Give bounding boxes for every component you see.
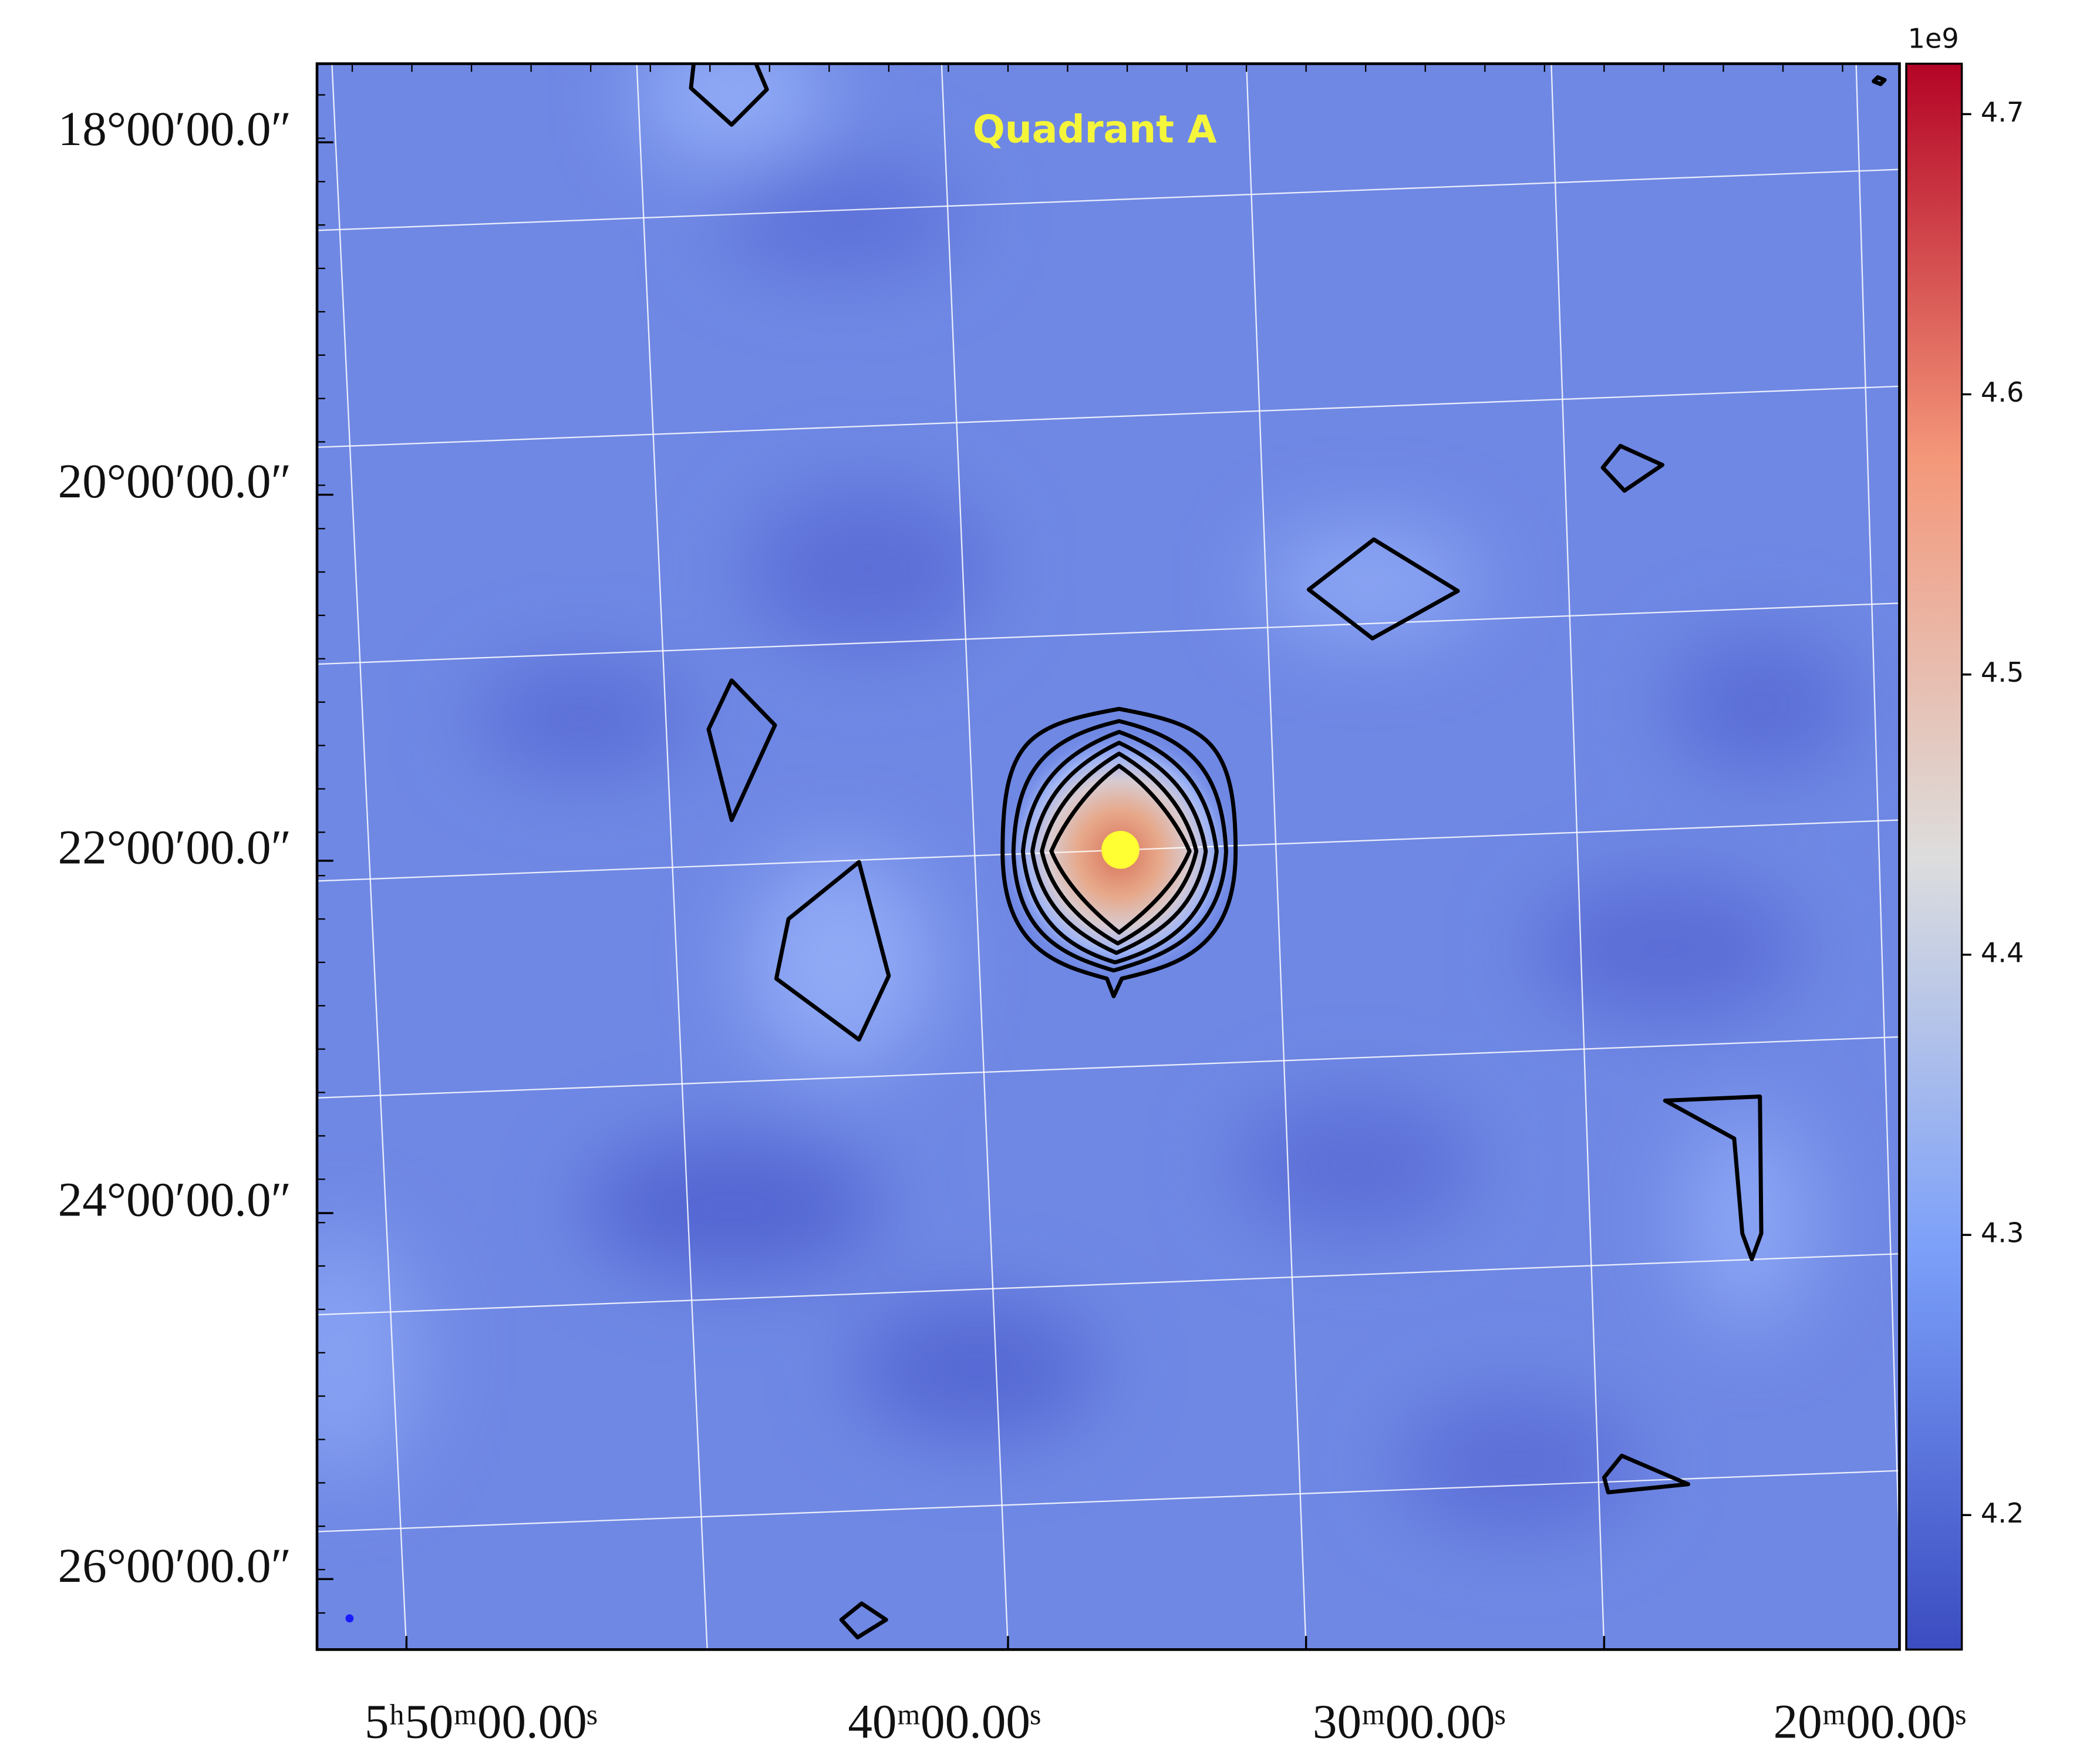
beam-marker [345,1614,354,1623]
plot-frame [315,62,1901,1651]
y-tick-label: 24°00′00.0″ [58,1173,291,1227]
colorbar-tick-label: 4.7 [1981,96,2024,128]
contours [689,63,1887,1640]
x-tick-label: 20ᵐ00.00ˢ [1774,1694,1966,1748]
colorbar-tick-label: 4.5 [1981,656,2024,688]
quadrant-label: Quadrant A [973,107,1217,151]
colorbar-tick-label: 4.3 [1981,1217,2024,1249]
grid [317,63,1900,1650]
colorbar-tick-label: 4.6 [1981,376,2024,408]
x-tick-label: 5ʰ50ᵐ00.00ˢ [365,1694,597,1748]
colorbar-offset: 1e9 [1908,23,1959,55]
y-tick-label: 20°00′00.0″ [58,454,291,508]
image: Quadrant A [317,63,1900,1650]
source-marker [1101,831,1140,869]
image-texture [317,63,1856,1532]
y-tick-label: 18°00′00.0″ [58,102,291,156]
colorbar [1905,62,1963,1651]
colorbar-tick-label: 4.4 [1981,937,2024,968]
x-tick-label: 30ᵐ00.00ˢ [1313,1694,1505,1748]
y-tick-label: 22°00′00.0″ [58,820,291,874]
colorbar-tick-label: 4.2 [1981,1497,2024,1529]
y-tick-label: 26°00′00.0″ [58,1538,291,1592]
x-tick-label: 40ᵐ00.00ˢ [848,1694,1040,1748]
